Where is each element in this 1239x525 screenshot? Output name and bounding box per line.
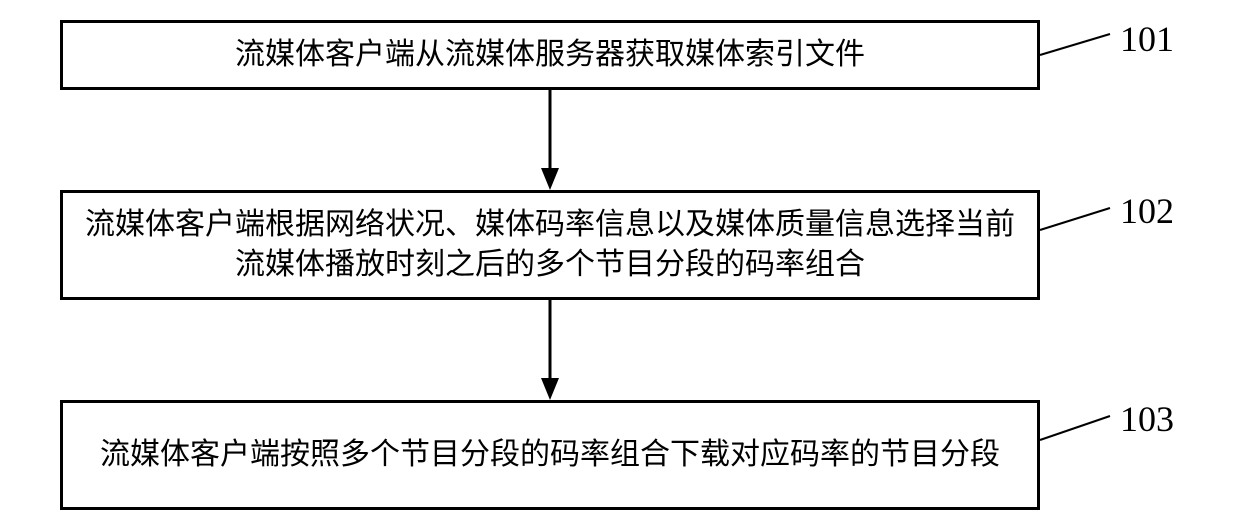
flowchart-canvas: 流媒体客户端从流媒体服务器获取媒体索引文件 101 流媒体客户端根据网络状况、媒… [0,0,1239,525]
edge-arrowhead [541,168,559,190]
leader-line [1040,416,1110,440]
edge-arrowhead [541,378,559,400]
leaders-group [1040,34,1110,440]
edges-group [541,90,559,400]
leader-line [1040,208,1110,230]
arrow-layer [0,0,1239,525]
leader-line [1040,34,1110,55]
